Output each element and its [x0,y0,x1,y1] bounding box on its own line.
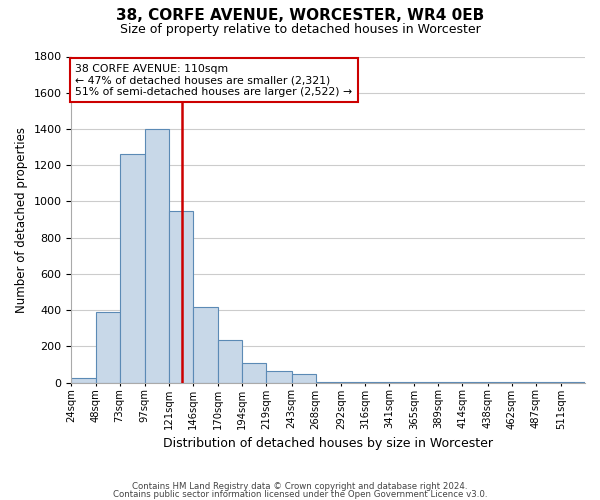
Bar [193,306,218,382]
Text: 38 CORFE AVENUE: 110sqm
← 47% of detached houses are smaller (2,321)
51% of semi: 38 CORFE AVENUE: 110sqm ← 47% of detache… [76,64,353,97]
Bar [95,312,119,382]
Bar [119,154,145,382]
Text: Contains public sector information licensed under the Open Government Licence v3: Contains public sector information licen… [113,490,487,499]
Bar [169,210,193,382]
X-axis label: Distribution of detached houses by size in Worcester: Distribution of detached houses by size … [163,437,493,450]
Text: 38, CORFE AVENUE, WORCESTER, WR4 0EB: 38, CORFE AVENUE, WORCESTER, WR4 0EB [116,8,484,22]
Bar [218,340,242,382]
Text: Size of property relative to detached houses in Worcester: Size of property relative to detached ho… [119,22,481,36]
Y-axis label: Number of detached properties: Number of detached properties [15,126,28,312]
Bar [145,129,169,382]
Bar [71,378,95,382]
Bar [266,371,292,382]
Text: Contains HM Land Registry data © Crown copyright and database right 2024.: Contains HM Land Registry data © Crown c… [132,482,468,491]
Bar [242,363,266,382]
Bar [292,374,316,382]
